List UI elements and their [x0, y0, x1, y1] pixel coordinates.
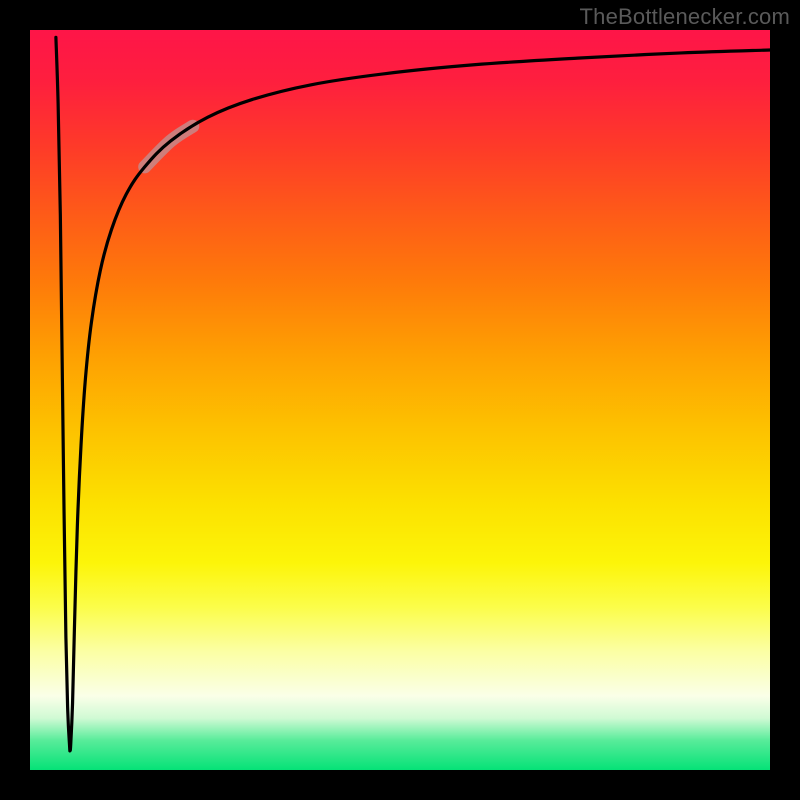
- bottleneck-chart: [0, 0, 800, 800]
- chart-container: TheBottlenecker.com: [0, 0, 800, 800]
- plot-background: [30, 30, 770, 770]
- watermark-text: TheBottlenecker.com: [580, 4, 790, 30]
